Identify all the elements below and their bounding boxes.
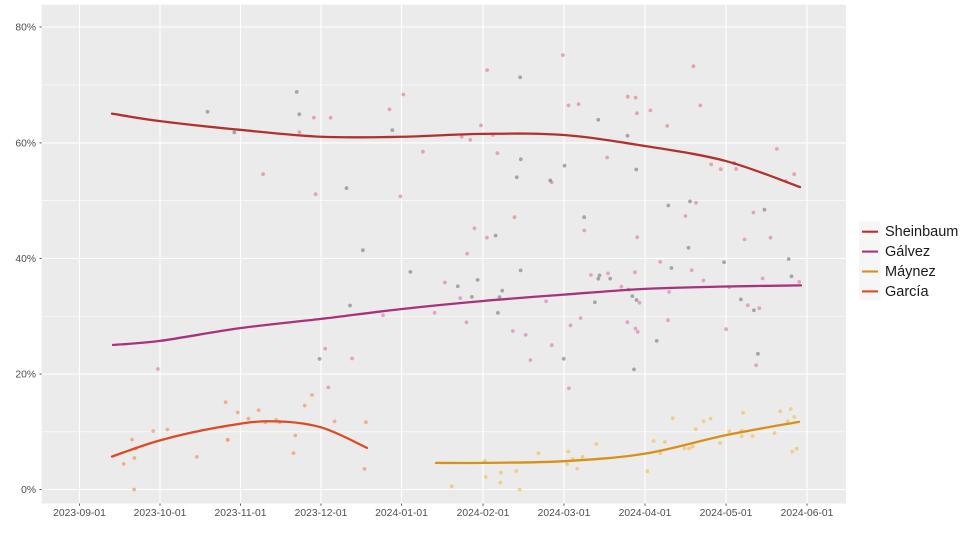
svg-text:2023-11-01: 2023-11-01 [215,508,267,519]
svg-text:2023-12-01: 2023-12-01 [295,508,348,519]
svg-text:Gálvez: Gálvez [885,244,930,260]
svg-text:2024-03-01: 2024-03-01 [538,508,591,519]
svg-text:0%: 0% [21,485,36,496]
svg-text:2024-02-01: 2024-02-01 [457,508,510,519]
svg-text:Sheinbaum: Sheinbaum [885,224,958,240]
svg-text:60%: 60% [15,138,36,149]
svg-text:80%: 80% [15,23,36,34]
svg-text:Máynez: Máynez [885,264,936,280]
svg-text:García: García [885,284,929,300]
svg-text:2024-05-01: 2024-05-01 [700,508,753,519]
svg-text:20%: 20% [15,370,36,381]
svg-text:2024-06-01: 2024-06-01 [781,508,834,519]
svg-text:2023-09-01: 2023-09-01 [53,508,106,519]
svg-text:2023-10-01: 2023-10-01 [134,508,187,519]
svg-text:2024-04-01: 2024-04-01 [619,508,672,519]
svg-text:40%: 40% [15,254,36,265]
svg-text:2024-01-01: 2024-01-01 [375,508,428,519]
